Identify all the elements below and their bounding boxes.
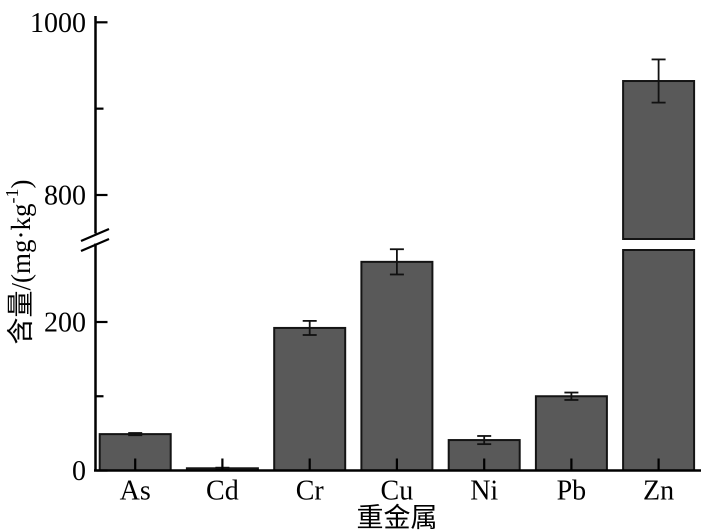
- x-tick-label-Pb: Pb: [557, 476, 587, 507]
- x-tick-label-Ni: Ni: [470, 476, 498, 507]
- x-tick-label-Cd: Cd: [206, 476, 239, 507]
- bar-Pb: [534, 395, 608, 472]
- y-tick-label-1000: 1000: [30, 8, 86, 39]
- bar-Zn-upper-segment: [622, 80, 696, 240]
- x-tick-label-Cr: Cr: [296, 476, 325, 507]
- axis-break-slash-2: [80, 237, 110, 253]
- x-tick-label-Zn: Zn: [643, 476, 674, 507]
- x-tick-label-Cu: Cu: [381, 476, 414, 507]
- bar-Cr: [273, 326, 347, 472]
- bar-Cu: [360, 260, 434, 472]
- y-tick-label-0: 0: [72, 456, 86, 487]
- y-tick-label-200: 200: [44, 308, 86, 339]
- bar-Zn-lower-segment: [622, 249, 696, 472]
- x-tick-label-As: As: [120, 476, 151, 507]
- axis-break-slash-1: [80, 227, 110, 243]
- y-axis-title: 含量/(mg·kg-1): [2, 180, 36, 345]
- y-tick-label-800: 800: [44, 181, 86, 212]
- x-axis-title: 重金属: [357, 503, 438, 532]
